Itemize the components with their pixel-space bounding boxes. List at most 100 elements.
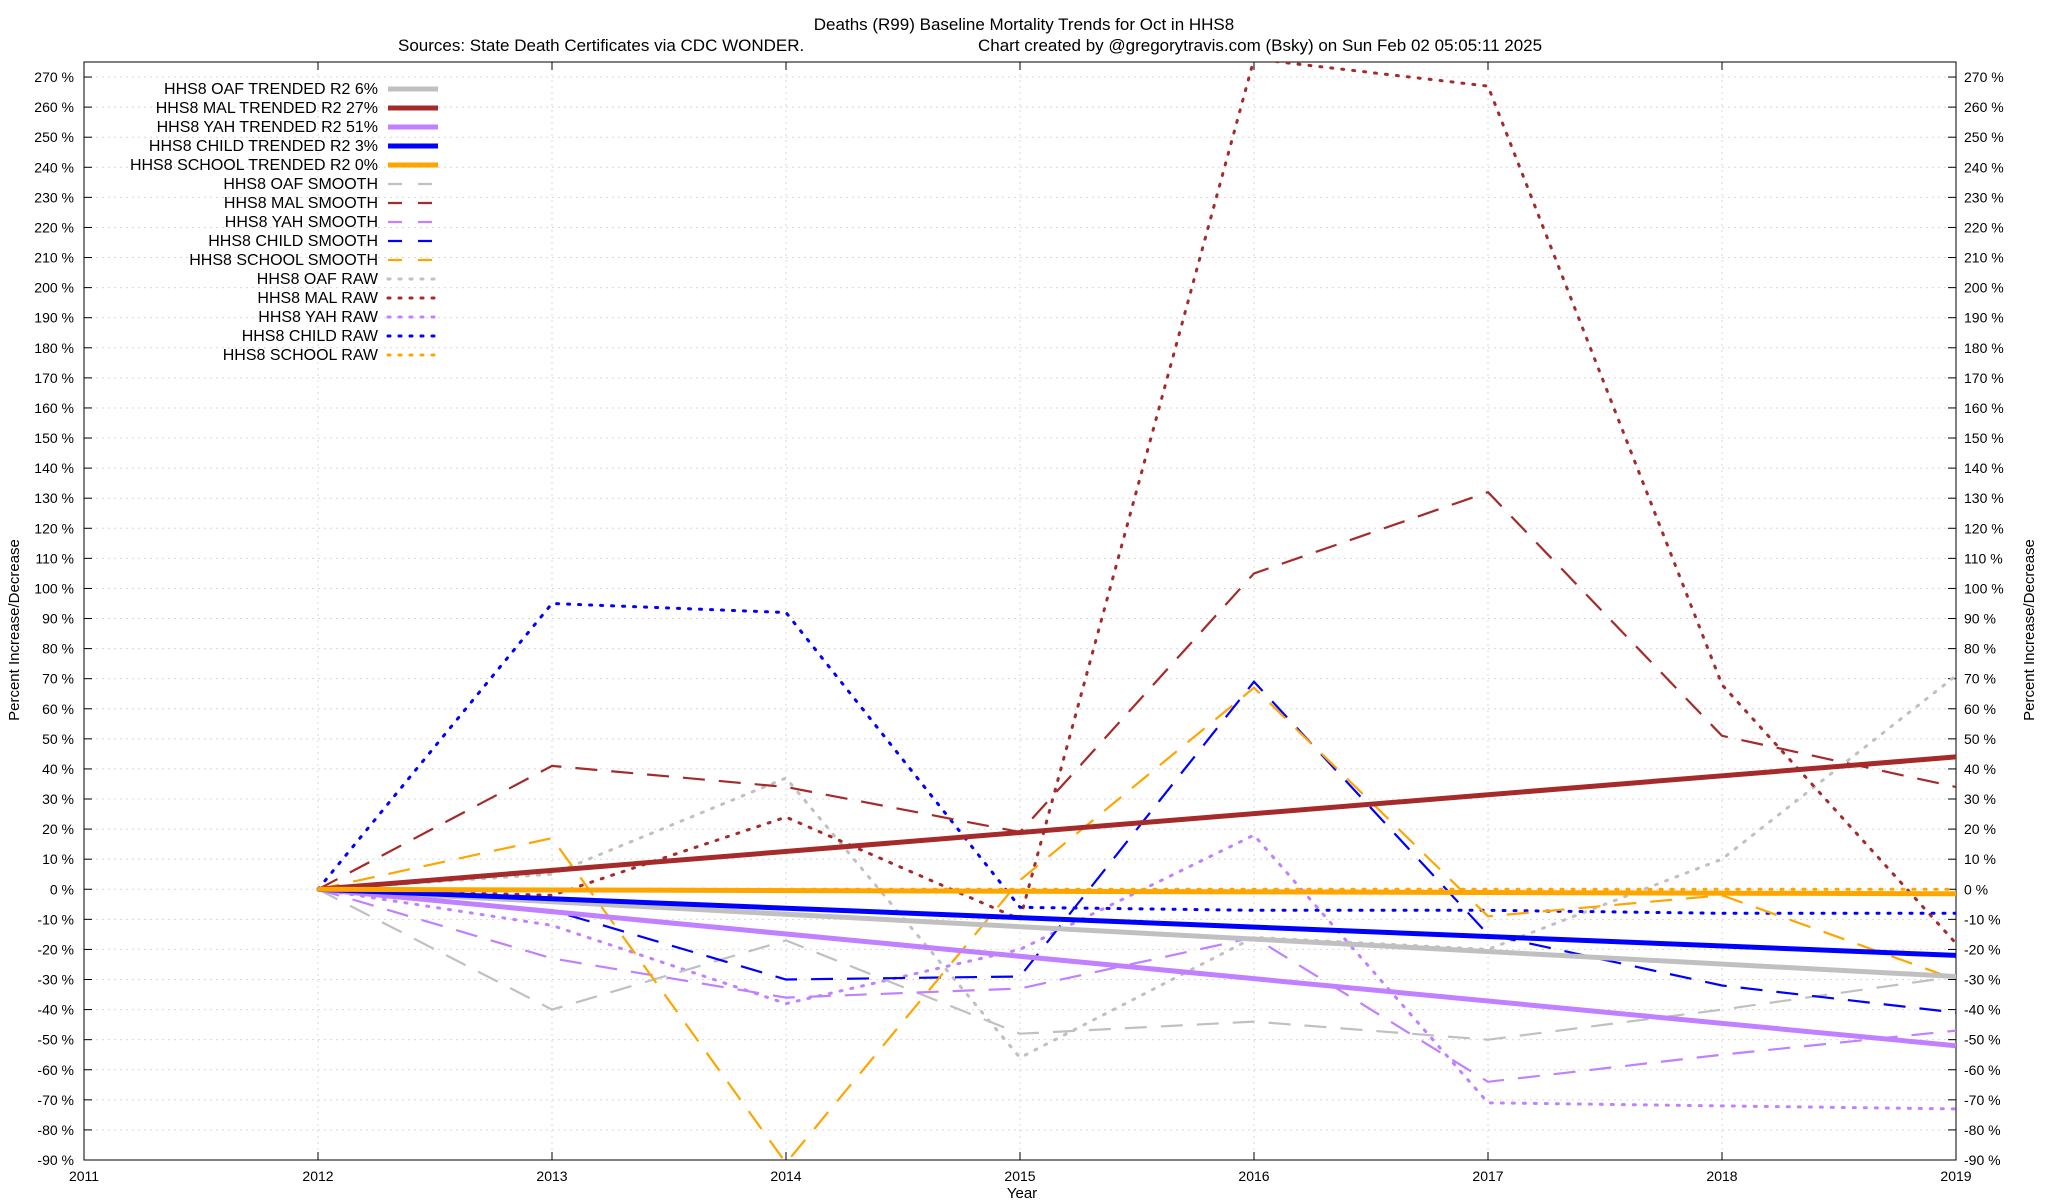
y-tick-label-right: 160 % xyxy=(1964,400,2004,416)
chart-subtitle-credit: Chart created by @gregorytravis.com (Bsk… xyxy=(978,36,1542,55)
y-tick-label-right: 140 % xyxy=(1964,460,2004,476)
y-tick-label-left: 0 % xyxy=(50,881,74,897)
y-tick-label-left: 270 % xyxy=(34,69,74,85)
y-tick-label-left: 110 % xyxy=(35,550,74,566)
series-line-hhs8-mal-raw xyxy=(316,62,1956,945)
legend-entry-label: HHS8 YAH RAW xyxy=(258,309,379,326)
legend: HHS8 OAF TRENDED R2 6% HHS8 MAL TRENDED R… xyxy=(130,81,440,364)
series-line-hhs8-child-trended-r2-3 xyxy=(317,886,1956,958)
legend-entry-label: HHS8 CHILD TRENDED R2 3% xyxy=(149,138,378,155)
y-tick-label-right: -80 % xyxy=(1964,1122,2001,1138)
y-tick-label-left: 240 % xyxy=(34,159,74,175)
y-tick-label-right: 210 % xyxy=(1964,250,2004,266)
x-tick-label: 2016 xyxy=(1238,1168,1269,1184)
y-tick-label-right: -60 % xyxy=(1964,1062,2001,1078)
x-tick-label: 2014 xyxy=(770,1168,801,1184)
series-line-hhs8-mal-trended-r2-27 xyxy=(317,754,1956,892)
y-tick-label-right: 230 % xyxy=(1964,189,2004,205)
y-tick-label-right: -20 % xyxy=(1964,941,2001,957)
y-tick-label-right: 110 % xyxy=(1964,550,2003,566)
y-tick-label-right: -90 % xyxy=(1964,1152,2001,1168)
series-line-hhs8-oaf-raw xyxy=(316,674,1956,1060)
y-tick-label-left: 250 % xyxy=(34,129,74,145)
legend-entry-label: HHS8 SCHOOL SMOOTH xyxy=(189,252,378,269)
legend-entry-label: HHS8 SCHOOL TRENDED R2 0% xyxy=(130,157,378,174)
x-axis-label: Year xyxy=(1007,1185,1037,1200)
y-tick-label-left: 100 % xyxy=(34,580,74,596)
chart-title: Deaths (R99) Baseline Mortality Trends f… xyxy=(814,15,1234,34)
series-line-hhs8-child-smooth xyxy=(317,680,1956,1014)
legend-entry-label: HHS8 MAL SMOOTH xyxy=(224,195,378,212)
plot-frame xyxy=(83,61,1957,1161)
y-tick-label-right: 10 % xyxy=(1964,851,1996,867)
y-tick-label-right: 130 % xyxy=(1964,490,2004,506)
y-tick-label-left: -20 % xyxy=(37,941,74,957)
x-tick-label: 2017 xyxy=(1472,1168,1503,1184)
series-line-hhs8-mal-smooth xyxy=(317,490,1956,891)
y-tick-label-right: 270 % xyxy=(1964,69,2004,85)
x-tick-label: 2011 xyxy=(69,1168,99,1184)
series-line-hhs8-oaf-smooth xyxy=(317,888,1956,1041)
y-tick-label-left: 20 % xyxy=(42,821,74,837)
series-line-hhs8-child-raw xyxy=(316,601,1956,915)
axes: 270 % 270 % 260 % 260 % 250 % 250 % 240 % 240 %… xyxy=(34,61,2004,1184)
y-tick-label-left: 260 % xyxy=(34,99,74,115)
y-tick-label-right: 250 % xyxy=(1964,129,2004,145)
y-tick-label-right: 30 % xyxy=(1964,791,1996,807)
series-line-hhs8-yah-smooth xyxy=(317,888,1956,1083)
legend-entry-label: HHS8 SCHOOL RAW xyxy=(223,347,379,364)
y-tick-label-left: -60 % xyxy=(37,1062,74,1078)
y-tick-label-left: 210 % xyxy=(34,250,74,266)
y-axis-label-right: Percent Increase/Decrease xyxy=(2021,539,2038,721)
y-tick-label-left: 30 % xyxy=(42,791,74,807)
y-tick-label-right: 120 % xyxy=(1964,520,2004,536)
y-tick-label-left: 150 % xyxy=(34,430,74,446)
y-tick-label-left: -80 % xyxy=(37,1122,74,1138)
y-tick-label-right: 240 % xyxy=(1964,159,2004,175)
legend-entry-label: HHS8 MAL RAW xyxy=(257,290,379,307)
legend-entry-label: HHS8 CHILD RAW xyxy=(242,328,379,345)
y-tick-label-right: -70 % xyxy=(1964,1092,2001,1108)
y-tick-label-left: 220 % xyxy=(34,219,74,235)
y-tick-label-left: 140 % xyxy=(34,460,74,476)
legend-entry-label: HHS8 MAL TRENDED R2 27% xyxy=(156,100,378,117)
chart-subtitle-source: Sources: State Death Certificates via CD… xyxy=(398,36,804,55)
x-tick-label: 2015 xyxy=(1004,1168,1035,1184)
series-lines xyxy=(316,62,1956,1160)
y-tick-label-right: 200 % xyxy=(1964,280,2004,296)
y-tick-label-left: 190 % xyxy=(34,310,74,326)
x-tick-label: 2012 xyxy=(302,1168,333,1184)
y-tick-label-left: 60 % xyxy=(42,701,74,717)
y-tick-label-right: 90 % xyxy=(1964,611,1996,627)
y-tick-label-left: 170 % xyxy=(34,370,74,386)
series-line-hhs8-yah-raw xyxy=(316,833,1956,1111)
legend-entry-label: HHS8 OAF TRENDED R2 6% xyxy=(164,81,378,98)
legend-entry-label: HHS8 OAF SMOOTH xyxy=(223,176,378,193)
y-tick-label-right: 70 % xyxy=(1964,671,1996,687)
y-tick-label-right: 260 % xyxy=(1964,99,2004,115)
y-tick-label-right: 50 % xyxy=(1964,731,1996,747)
legend-entry-label: HHS8 YAH TRENDED R2 51% xyxy=(157,119,378,136)
series-line-hhs8-school-trended-r2-0 xyxy=(317,886,1956,897)
grid-lines xyxy=(83,62,1957,1161)
y-tick-label-left: 90 % xyxy=(42,611,74,627)
y-tick-label-left: -10 % xyxy=(37,911,74,927)
y-tick-label-left: 50 % xyxy=(42,731,74,747)
legend-entry-label: HHS8 CHILD SMOOTH xyxy=(208,233,378,250)
y-tick-label-left: 230 % xyxy=(34,189,74,205)
y-tick-label-right: 220 % xyxy=(1964,219,2004,235)
y-tick-label-right: -10 % xyxy=(1964,911,2001,927)
y-tick-label-left: 10 % xyxy=(42,851,74,867)
y-tick-label-right: 170 % xyxy=(1964,370,2004,386)
y-tick-label-left: -90 % xyxy=(37,1152,74,1168)
legend-entry-label: HHS8 YAH SMOOTH xyxy=(225,214,378,231)
y-tick-label-left: 70 % xyxy=(42,671,74,687)
series-line-hhs8-yah-trended-r2-51 xyxy=(317,886,1956,1049)
y-tick-label-right: 150 % xyxy=(1964,430,2004,446)
y-tick-label-left: -70 % xyxy=(37,1092,74,1108)
y-tick-label-right: -30 % xyxy=(1964,972,2001,988)
x-tick-label: 2018 xyxy=(1706,1168,1737,1184)
y-tick-label-right: 190 % xyxy=(1964,310,2004,326)
